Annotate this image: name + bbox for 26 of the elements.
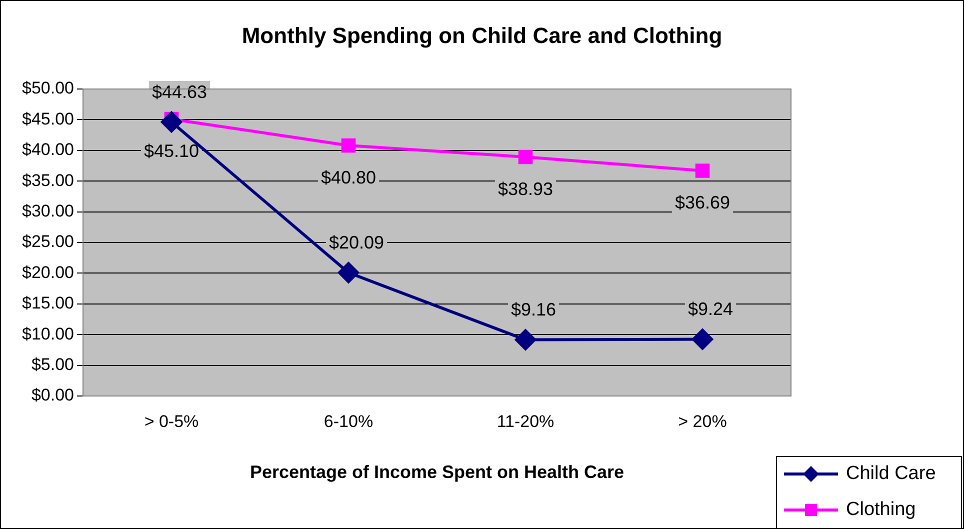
x-tick-label: > 0-5% [144, 412, 199, 431]
data-label: $20.09 [328, 232, 384, 253]
y-tick-label: $45.00 [22, 109, 74, 128]
y-tick-label: $10.00 [22, 324, 74, 344]
y-tick-label: $15.00 [22, 294, 74, 313]
data-label: $45.10 [144, 141, 200, 162]
data-label: $40.80 [320, 167, 376, 188]
x-tick-label: 6-10% [324, 412, 374, 431]
legend-label: Clothing [846, 499, 916, 520]
y-tick-label: $0.00 [31, 386, 74, 405]
x-tick-label: 11-20% [496, 412, 554, 431]
x-axis-title: Percentage of Income Spent on Health Care [250, 462, 624, 482]
y-tick-label: $30.00 [22, 201, 74, 220]
legend-label: Child Care [846, 463, 936, 484]
data-label: $9.16 [510, 300, 556, 320]
data-label: $36.69 [674, 192, 730, 213]
y-tick-label: $35.00 [22, 170, 74, 190]
y-tick-label: $50.00 [22, 78, 74, 98]
chart-title: Monthly Spending on Child Care and Clothing [242, 23, 722, 48]
data-label: $9.24 [688, 299, 734, 320]
y-tick-label: $25.00 [22, 232, 74, 252]
data-label: $38.93 [498, 178, 554, 199]
y-tick-label: $20.00 [22, 262, 74, 282]
y-tick-label: $5.00 [31, 354, 74, 374]
y-tick-label: $40.00 [22, 140, 74, 160]
x-tick-label: > 20% [678, 412, 727, 431]
